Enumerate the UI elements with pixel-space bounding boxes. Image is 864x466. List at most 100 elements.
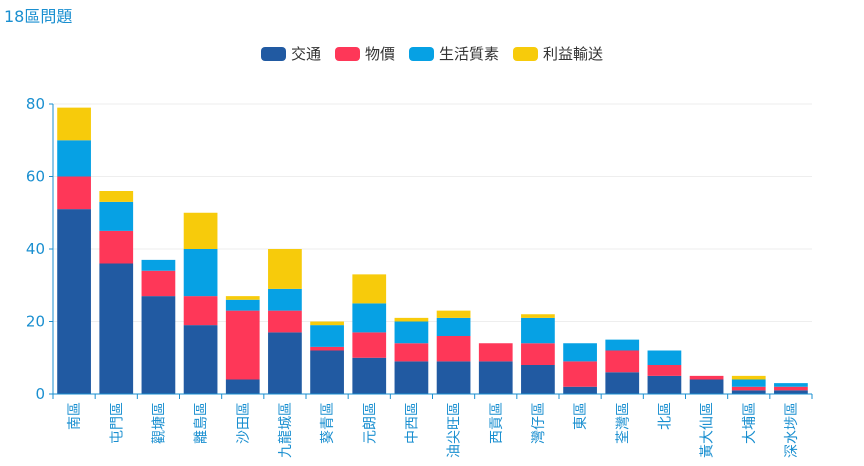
bar-segment xyxy=(605,372,640,394)
bar-segment xyxy=(183,249,218,297)
bar-segment xyxy=(605,350,640,373)
bar-segment xyxy=(141,270,176,297)
bar-segment xyxy=(268,249,302,289)
x-tick-label: 屯門區 xyxy=(109,402,125,444)
bar-segment xyxy=(57,140,91,177)
bar-segment xyxy=(521,343,555,365)
legend-label: 物價 xyxy=(364,45,395,63)
bar-segment xyxy=(225,296,260,300)
bar-segment xyxy=(99,230,134,264)
bar-segment xyxy=(647,350,682,365)
x-tick-label: 油尖旺區 xyxy=(447,402,463,458)
bar-segment xyxy=(352,357,387,394)
bar-segment xyxy=(689,379,724,394)
bar-segment xyxy=(521,317,555,344)
bar-segment xyxy=(183,296,218,326)
bar-segment xyxy=(99,263,134,394)
bar-segment xyxy=(268,288,302,311)
bar-segment xyxy=(183,325,218,394)
legend-item[interactable]: 物價 xyxy=(334,43,395,64)
bar-segment xyxy=(436,336,471,362)
bar-segment xyxy=(436,317,471,336)
bar-segment xyxy=(310,325,344,347)
y-tick-label: 20 xyxy=(26,313,45,331)
bar-segment xyxy=(436,361,471,394)
bar-segment xyxy=(731,386,766,391)
x-tick-label: 黃大仙區 xyxy=(700,402,716,458)
x-tick-label: 中西區 xyxy=(404,402,420,444)
bar-segment xyxy=(310,346,344,351)
x-tick-label: 沙田區 xyxy=(236,402,252,444)
bar-segment xyxy=(394,317,429,322)
x-tick-label: 東區 xyxy=(573,402,589,430)
bar-segment xyxy=(57,107,91,141)
bar-segment xyxy=(141,296,176,394)
x-tick-label: 觀塘區 xyxy=(151,402,167,444)
bar-segment xyxy=(225,310,260,380)
bar-segment xyxy=(183,212,218,249)
bar-segment xyxy=(774,386,808,391)
x-tick-label: 荃灣區 xyxy=(614,402,631,444)
bar-segment xyxy=(521,314,555,318)
bar-segment xyxy=(394,343,429,362)
bar-segment xyxy=(57,209,91,394)
bar-segment xyxy=(774,390,808,394)
x-tick-label: 九龍城區 xyxy=(277,402,294,458)
x-tick-label: 深水埗區 xyxy=(784,402,800,458)
bar-segment xyxy=(436,310,471,318)
x-tick-label: 南區 xyxy=(67,402,83,430)
bar-segment xyxy=(394,361,429,394)
y-tick-label: 60 xyxy=(26,168,45,186)
bar-segment xyxy=(647,375,682,394)
x-tick-label: 北區 xyxy=(657,402,673,430)
bar-segment xyxy=(563,343,597,362)
x-tick-label: 離島區 xyxy=(193,402,210,444)
legend-label: 生活質素 xyxy=(439,45,500,63)
bar-segment xyxy=(394,321,429,344)
bar-segment xyxy=(141,259,176,271)
bar-segment xyxy=(57,176,91,210)
legend-item[interactable]: 交通 xyxy=(260,43,321,64)
legend-item[interactable]: 利益輸送 xyxy=(513,43,603,64)
bar-segment xyxy=(352,332,387,358)
bar-segment xyxy=(268,332,302,394)
y-tick-label: 80 xyxy=(26,95,45,113)
legend: 交通 物價 生活質素 利益輸送 xyxy=(0,43,864,64)
bar-segment xyxy=(268,310,302,333)
bar-segment xyxy=(731,375,766,380)
bar-segment xyxy=(647,365,682,376)
x-tick-label: 灣仔區 xyxy=(531,402,547,444)
bar-segment xyxy=(478,343,513,362)
bar-segment xyxy=(521,365,555,394)
chart-title: 18區問題 xyxy=(4,7,73,26)
legend-label: 交通 xyxy=(290,45,321,63)
legend-item[interactable]: 生活質素 xyxy=(409,43,499,64)
bar-segment xyxy=(478,361,513,394)
y-tick-label: 0 xyxy=(35,385,45,403)
x-tick-label: 元朗區 xyxy=(362,402,378,444)
x-tick-label: 西貢區 xyxy=(489,402,505,444)
bar-segment xyxy=(225,299,260,311)
bar-segment xyxy=(225,379,260,394)
bar-segment xyxy=(689,375,724,380)
legend-label: 利益輸送 xyxy=(543,45,604,63)
bar-segment xyxy=(605,339,640,351)
bar-segment xyxy=(99,191,134,202)
bar-segment xyxy=(563,386,597,394)
bar-segment xyxy=(352,303,387,333)
bar-segment xyxy=(99,201,134,231)
bar-segment xyxy=(774,383,808,387)
bar-segment xyxy=(352,274,387,304)
bar-segment xyxy=(731,390,766,394)
x-tick-label: 大埔區 xyxy=(742,402,758,444)
legend-swatch xyxy=(513,46,539,61)
x-tick-label: 葵青區 xyxy=(320,402,336,444)
bar-segment xyxy=(310,350,344,394)
legend-swatch xyxy=(260,46,286,61)
bar-segment xyxy=(310,321,344,326)
bar-segment xyxy=(563,361,597,387)
legend-swatch xyxy=(409,46,434,61)
bar-segment xyxy=(731,379,766,387)
legend-swatch xyxy=(334,46,360,61)
